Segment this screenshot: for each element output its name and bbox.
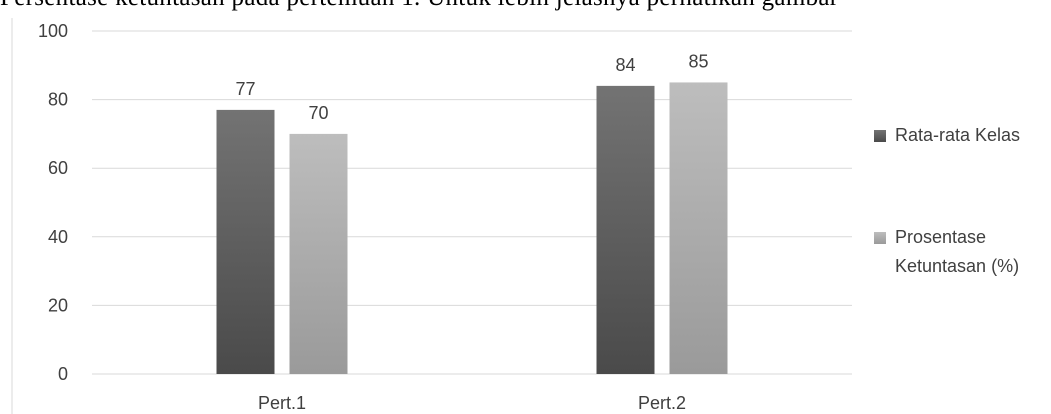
y-axis-ticks: 0 20 40 60 80 100 [38, 21, 68, 384]
legend: Rata-rata Kelas Prosentase Ketuntasan (%) [874, 125, 1020, 276]
bar [217, 110, 275, 374]
y-tick-label: 60 [48, 158, 68, 178]
x-tick-label: Pert.2 [638, 393, 686, 413]
legend-swatch [874, 232, 886, 244]
legend-label: Ketuntasan (%) [895, 256, 1019, 276]
data-label: 70 [308, 103, 328, 123]
y-tick-label: 40 [48, 227, 68, 247]
legend-label: Prosentase [895, 227, 986, 247]
gridlines [92, 31, 852, 374]
y-tick-label: 100 [38, 21, 68, 41]
data-label: 85 [688, 51, 708, 71]
y-tick-label: 20 [48, 295, 68, 315]
data-label: 84 [615, 55, 635, 75]
x-axis-ticks: Pert.1 Pert.2 [258, 393, 686, 413]
x-tick-label: Pert.1 [258, 393, 306, 413]
bar [290, 134, 348, 374]
bar [670, 82, 728, 374]
data-label: 77 [235, 79, 255, 99]
legend-label: Rata-rata Kelas [895, 125, 1020, 145]
y-tick-label: 80 [48, 90, 68, 110]
legend-swatch [874, 130, 886, 142]
y-tick-label: 0 [58, 364, 68, 384]
bar [597, 86, 655, 374]
bars [217, 82, 728, 374]
